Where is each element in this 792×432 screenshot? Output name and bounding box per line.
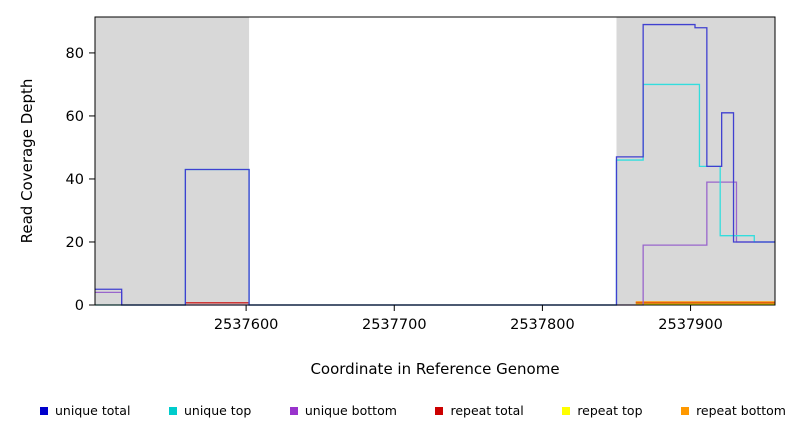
legend: unique total unique top unique bottom repea…: [40, 403, 786, 418]
y-tick-label: 20: [66, 235, 84, 251]
legend-item-unique-bottom: unique bottom: [289, 403, 397, 418]
highlight-region: [616, 17, 775, 305]
legend-label: repeat bottom: [696, 403, 786, 418]
x-axis-title: Coordinate in Reference Genome: [310, 360, 560, 378]
legend-swatch-icon: [435, 406, 444, 415]
legend-label: unique top: [183, 403, 252, 418]
legend-item-unique-top: unique top: [168, 403, 252, 418]
legend-swatch-icon: [562, 406, 571, 415]
legend-swatch-icon: [681, 406, 690, 415]
y-tick-label: 80: [66, 46, 84, 62]
y-tick-label: 40: [66, 172, 84, 188]
x-tick-label: 2537700: [362, 317, 427, 333]
plot-border: [94, 16, 776, 306]
legend-label: repeat total: [450, 403, 524, 418]
legend-swatch-icon: [289, 406, 298, 415]
legend-swatch-icon: [168, 406, 177, 415]
legend-item-repeat-bottom: repeat bottom: [681, 403, 786, 418]
series-unique-total: [95, 23, 775, 306]
x-tick-label: 2537900: [658, 317, 723, 333]
x-tick-label: 2537800: [510, 317, 575, 333]
legend-swatch-icon: [40, 406, 48, 415]
y-tick-label: 60: [66, 109, 84, 125]
y-tick-label: 0: [75, 298, 84, 314]
legend-item-repeat-total: repeat total: [435, 403, 524, 418]
legend-label: unique bottom: [304, 403, 397, 418]
legend-item-repeat-top: repeat top: [562, 403, 643, 418]
highlight-region: [95, 17, 250, 305]
legend-label: repeat top: [577, 403, 643, 418]
legend-label: unique total: [55, 403, 131, 418]
legend-item-unique-total: unique total: [40, 403, 130, 418]
y-axis-title: Read Coverage Depth: [18, 78, 36, 244]
x-tick-label: 2537600: [214, 317, 279, 333]
